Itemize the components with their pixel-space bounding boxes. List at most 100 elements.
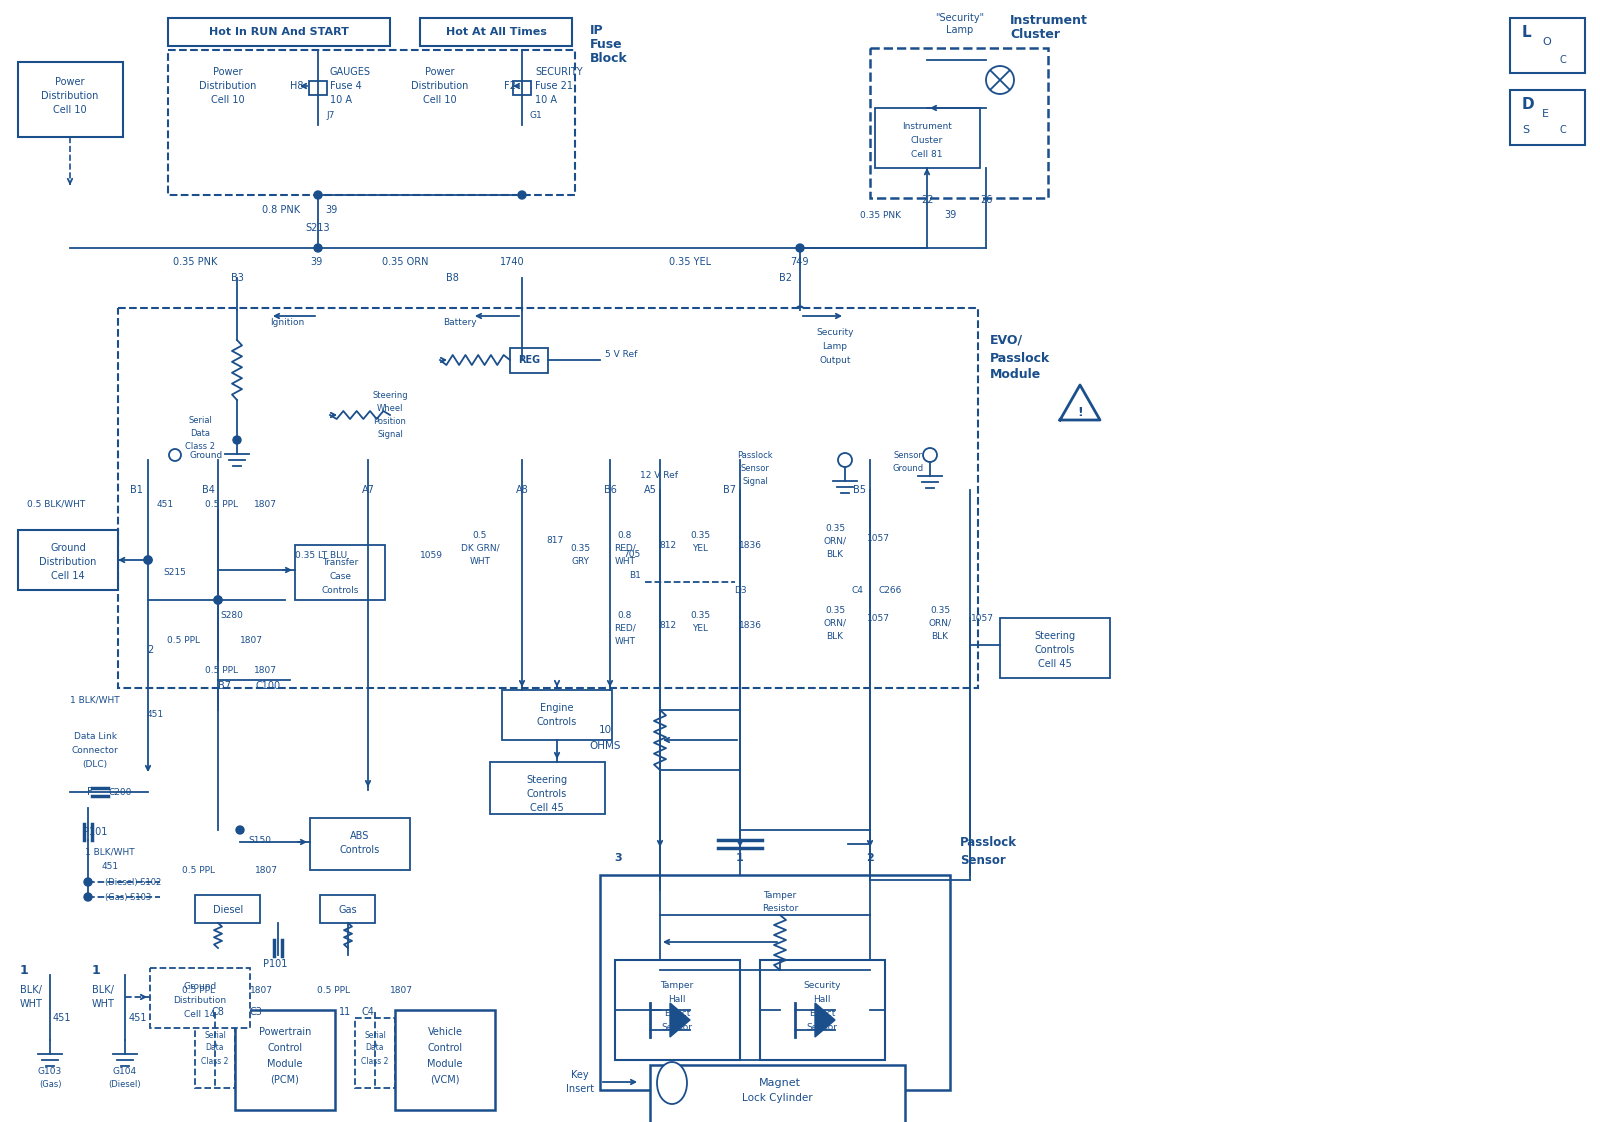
Bar: [168, 50, 574, 195]
Text: Controls: Controls: [1035, 645, 1075, 655]
Text: Output: Output: [819, 356, 851, 365]
Text: Sensor: Sensor: [806, 1022, 837, 1031]
Bar: [18, 530, 118, 590]
Text: RED/: RED/: [614, 624, 635, 633]
Text: Tamper: Tamper: [763, 891, 797, 900]
Text: Effect: Effect: [810, 1009, 835, 1018]
Bar: [600, 875, 950, 1089]
Text: (DLC): (DLC): [83, 760, 107, 769]
Text: Lock Cylinder: Lock Cylinder: [742, 1093, 813, 1103]
Text: Ground: Ground: [190, 451, 224, 460]
Text: O: O: [1542, 37, 1550, 47]
Text: Passlock: Passlock: [738, 451, 773, 460]
Text: ORN/: ORN/: [824, 618, 846, 627]
Bar: [419, 18, 573, 46]
Text: 812: 812: [659, 620, 677, 629]
Bar: [650, 1065, 906, 1122]
Text: 1836: 1836: [739, 541, 762, 550]
Text: S: S: [1522, 125, 1530, 135]
Text: Ground: Ground: [184, 982, 216, 991]
Text: Ground: Ground: [893, 463, 923, 472]
Text: S280: S280: [221, 610, 243, 619]
Text: Resistor: Resistor: [762, 903, 798, 912]
Text: Hot In RUN And START: Hot In RUN And START: [210, 27, 349, 37]
Text: 5 V Ref: 5 V Ref: [605, 349, 637, 359]
Text: Passlock: Passlock: [990, 351, 1050, 365]
Text: Instrument: Instrument: [1010, 13, 1088, 27]
Text: A8: A8: [515, 485, 528, 495]
Text: Data: Data: [190, 429, 210, 438]
Text: Insert: Insert: [566, 1084, 594, 1094]
Text: BLK/: BLK/: [93, 985, 114, 995]
Text: B1: B1: [130, 485, 142, 495]
Text: Module: Module: [990, 368, 1042, 380]
Text: 10 A: 10 A: [330, 95, 352, 105]
Text: S213: S213: [306, 223, 330, 233]
Text: WHT: WHT: [469, 557, 491, 565]
Text: 2: 2: [147, 645, 154, 655]
Text: WHT: WHT: [19, 999, 43, 1009]
Bar: [395, 1010, 494, 1110]
Text: (Diesel) S102: (Diesel) S102: [106, 877, 162, 886]
Text: 1057: 1057: [867, 533, 890, 543]
Text: Class 2: Class 2: [202, 1057, 229, 1066]
Text: C266: C266: [878, 586, 902, 595]
Circle shape: [144, 557, 152, 564]
Text: Serial: Serial: [365, 1030, 386, 1039]
Text: Cell 10: Cell 10: [53, 105, 86, 114]
Text: 0.8: 0.8: [618, 531, 632, 540]
Text: Security: Security: [803, 981, 840, 990]
Circle shape: [838, 453, 851, 467]
Bar: [168, 18, 390, 46]
Text: 1 BLK/WHT: 1 BLK/WHT: [85, 847, 134, 856]
Text: Control: Control: [427, 1043, 462, 1054]
Bar: [118, 309, 978, 688]
Circle shape: [214, 596, 222, 604]
Bar: [195, 1018, 235, 1088]
Text: 3: 3: [614, 853, 622, 863]
Text: Hall: Hall: [813, 994, 830, 1003]
Polygon shape: [814, 1003, 835, 1037]
Bar: [18, 62, 123, 137]
Bar: [1000, 618, 1110, 678]
Text: Fuse: Fuse: [590, 37, 622, 50]
Text: C4: C4: [362, 1008, 374, 1017]
Ellipse shape: [658, 1063, 686, 1104]
Text: Cell 10: Cell 10: [422, 95, 458, 105]
Text: 1807: 1807: [240, 635, 262, 644]
Text: Cell 45: Cell 45: [1038, 659, 1072, 669]
Text: ORN/: ORN/: [928, 618, 952, 627]
Text: BLK/: BLK/: [19, 985, 42, 995]
Text: (Gas) S103: (Gas) S103: [106, 892, 152, 901]
Text: Magnet: Magnet: [758, 1078, 802, 1088]
Text: 0.35 ORN: 0.35 ORN: [382, 257, 429, 267]
Text: Distribution: Distribution: [173, 995, 227, 1004]
Text: Data: Data: [206, 1043, 224, 1052]
Text: C4: C4: [851, 586, 862, 595]
Text: C200: C200: [109, 788, 131, 797]
Text: 0.35: 0.35: [690, 531, 710, 540]
Text: J7: J7: [326, 110, 334, 120]
Circle shape: [144, 557, 152, 564]
Text: F: F: [86, 787, 93, 797]
Text: Steering: Steering: [526, 775, 568, 785]
Text: D3: D3: [734, 586, 746, 595]
Text: Distribution: Distribution: [42, 91, 99, 101]
Text: Ignition: Ignition: [270, 318, 304, 327]
Text: SECURITY: SECURITY: [534, 67, 582, 77]
Text: 1: 1: [93, 964, 101, 976]
Text: (VCM): (VCM): [430, 1075, 459, 1085]
Text: REG: REG: [518, 355, 541, 365]
Text: 1807: 1807: [390, 985, 413, 994]
Text: Class 2: Class 2: [362, 1057, 389, 1066]
Text: Sensor: Sensor: [661, 1022, 693, 1031]
Text: BLK: BLK: [827, 632, 843, 641]
Text: Controls: Controls: [339, 845, 381, 855]
Circle shape: [797, 306, 805, 314]
Text: 1057: 1057: [867, 614, 890, 623]
Text: Cluster: Cluster: [1010, 28, 1059, 40]
Text: D: D: [1522, 96, 1534, 111]
Text: 1836: 1836: [739, 620, 762, 629]
Text: 0.8 PNK: 0.8 PNK: [262, 205, 301, 215]
Text: Passlock: Passlock: [960, 836, 1018, 848]
